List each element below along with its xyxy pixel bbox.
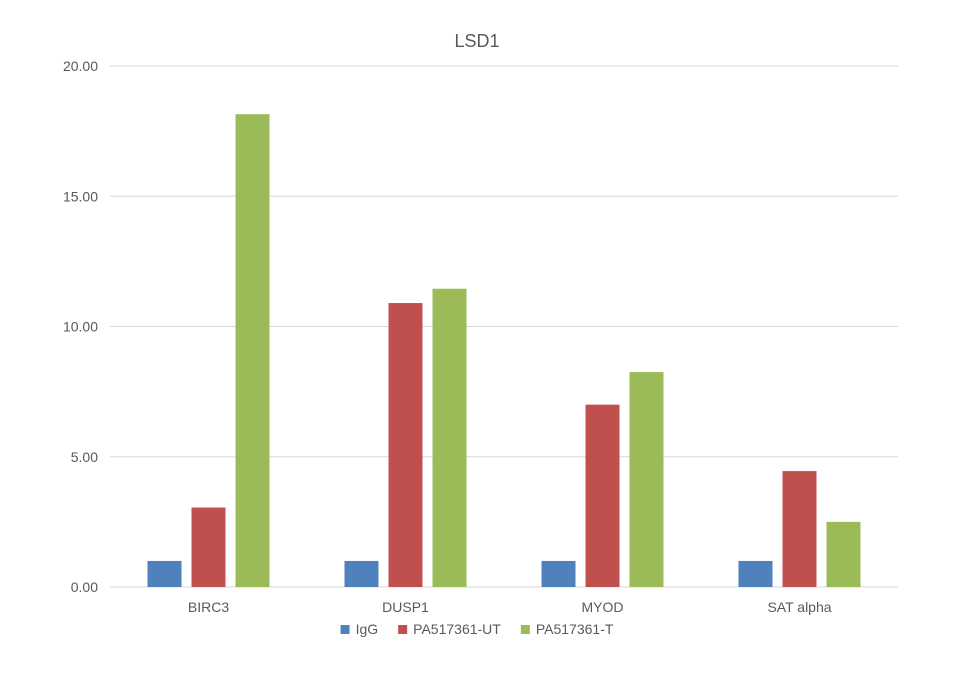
- bar-pa517361-ut-birc3: [191, 507, 226, 587]
- bar-pa517361-t-birc3: [235, 114, 270, 587]
- x-category-label: DUSP1: [382, 599, 429, 615]
- legend-swatch: [520, 625, 530, 634]
- x-category-label: BIRC3: [188, 599, 229, 615]
- legend-label: PA517361-T: [536, 621, 614, 637]
- chart-title: LSD1: [454, 31, 499, 51]
- x-category-label: SAT alpha: [767, 599, 831, 615]
- bar-igg-sat-alpha: [738, 560, 773, 587]
- y-tick-label: 5.00: [71, 449, 98, 465]
- gridlines: [110, 65, 898, 588]
- legend-label: PA517361-UT: [413, 621, 501, 637]
- y-tick-label: 0.00: [71, 579, 98, 595]
- bar-pa517361-t-myod: [629, 372, 664, 587]
- legend: IgG PA517361-UT PA517361-T: [340, 621, 614, 637]
- y-tick-label: 15.00: [63, 188, 98, 204]
- bar-igg-myod: [541, 560, 576, 587]
- bar-pa517361-t-dusp1: [432, 288, 467, 587]
- y-tick-label: 10.00: [63, 319, 98, 335]
- y-axis-ticks: 0.00 5.00 10.00 15.00 20.00: [63, 58, 98, 595]
- legend-swatch: [398, 625, 408, 634]
- bar-pa517361-ut-myod: [585, 404, 620, 587]
- x-axis-categories: BIRC3 DUSP1 MYOD SAT alpha: [188, 599, 832, 615]
- bars: [147, 114, 861, 587]
- bar-igg-birc3: [147, 560, 182, 587]
- bar-igg-dusp1: [344, 560, 379, 587]
- bar-pa517361-ut-dusp1: [388, 303, 423, 587]
- bar-pa517361-t-sat-alpha: [826, 521, 861, 587]
- legend-label: IgG: [356, 621, 379, 637]
- bar-pa517361-ut-sat-alpha: [782, 471, 817, 587]
- y-tick-label: 20.00: [63, 58, 98, 74]
- legend-swatch: [340, 625, 350, 634]
- x-category-label: MYOD: [582, 599, 624, 615]
